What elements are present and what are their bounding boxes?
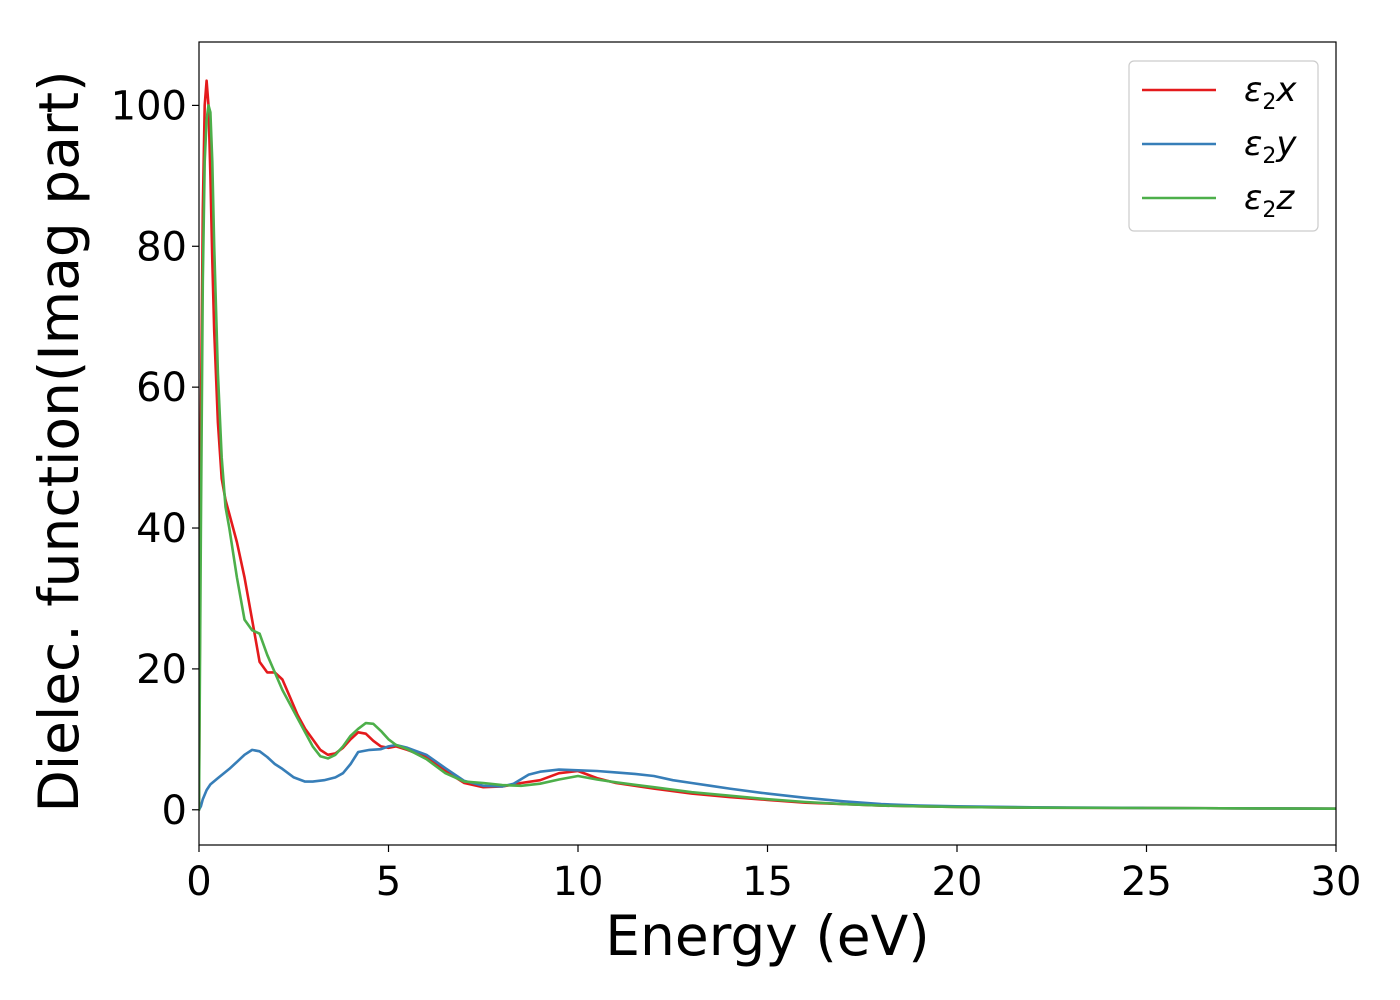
x-axis-label: Energy (eV) — [605, 904, 929, 968]
x-tick-label: 20 — [932, 859, 983, 905]
series-line-y — [199, 743, 1336, 812]
x-tick-label: 15 — [742, 859, 793, 905]
x-axis: 0 5 10 15 20 25 30 — [186, 845, 1361, 905]
legend-entry-y: ε2y — [1244, 124, 1297, 169]
legend-entry-z: ε2z — [1244, 178, 1295, 223]
x-tick-label: 25 — [1121, 859, 1172, 905]
x-tick-label: 5 — [376, 859, 401, 905]
y-axis: 0 20 40 60 80 100 — [111, 83, 199, 834]
legend-box — [1128, 60, 1319, 232]
series-line-z — [199, 104, 1336, 812]
y-tick-label: 0 — [162, 788, 187, 834]
legend: ε2x ε2y ε2z — [1128, 60, 1319, 232]
legend-entry-x: ε2x — [1244, 70, 1297, 115]
y-tick-label: 20 — [136, 647, 187, 693]
y-tick-label: 60 — [136, 365, 187, 411]
y-tick-label: 40 — [136, 506, 187, 552]
x-tick-label: 10 — [553, 859, 604, 905]
x-tick-label: 30 — [1311, 859, 1362, 905]
series-layer — [199, 79, 1336, 812]
y-axis-label: Dielec. function(Imag part) — [27, 70, 91, 812]
y-tick-label: 80 — [136, 224, 187, 270]
y-tick-label: 100 — [111, 83, 187, 129]
x-tick-label: 0 — [186, 859, 211, 905]
